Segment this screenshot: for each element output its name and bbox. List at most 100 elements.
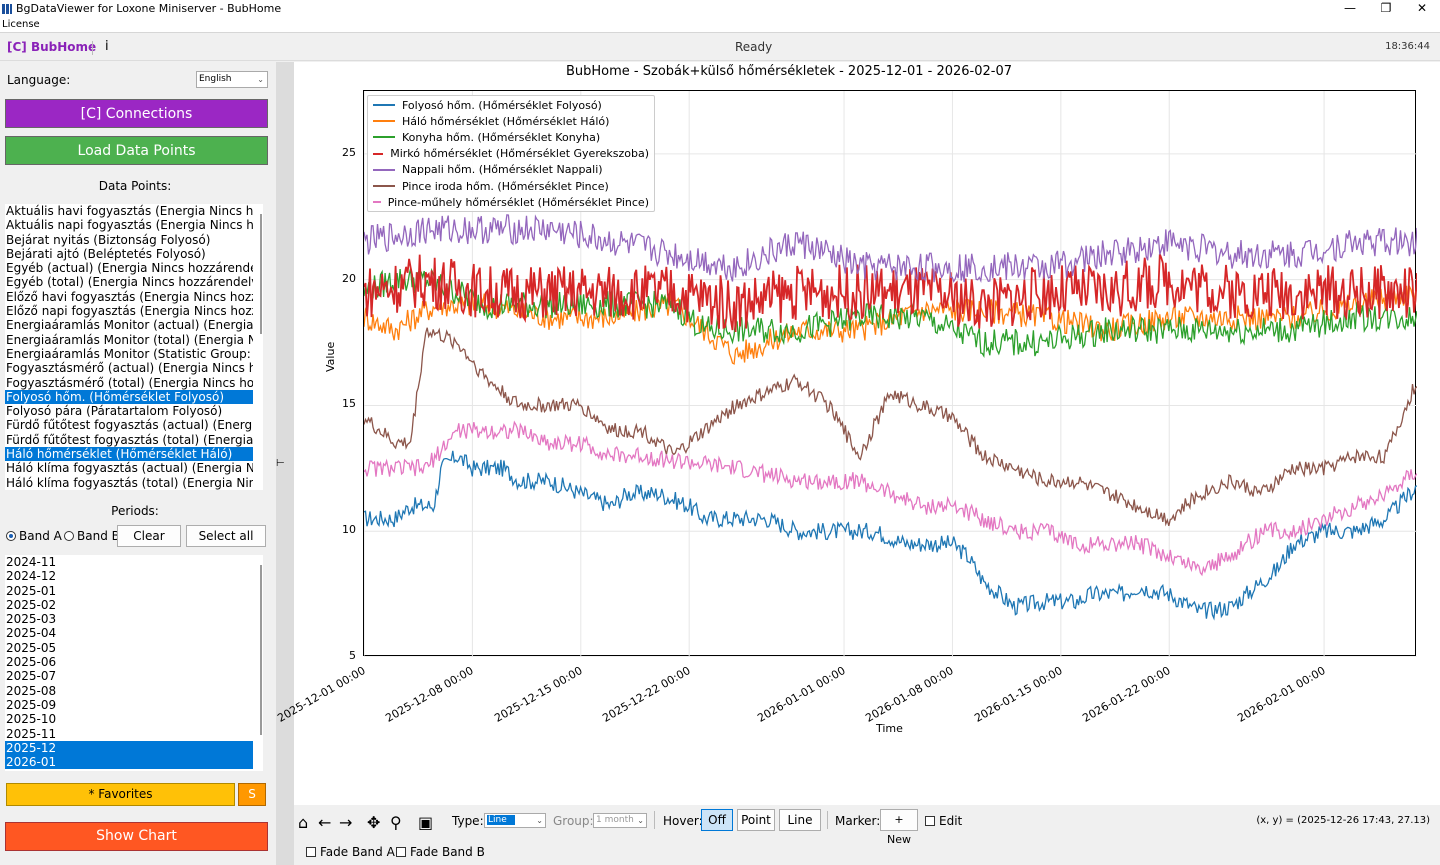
chart-area[interactable]: BubHome - Szobák+külső hőmérsékletek - 2…	[275, 62, 1440, 805]
select-all-button[interactable]: Select all	[186, 525, 266, 547]
y-tick-label: 15	[342, 397, 356, 411]
data-point-item[interactable]: Fürdő fűtőtest fogyasztás (total) (Energ…	[6, 432, 253, 447]
hover-point-button[interactable]: Point	[737, 809, 775, 831]
legend-swatch	[373, 168, 395, 171]
series-line	[363, 253, 1418, 333]
radio-unselected-icon	[64, 531, 74, 541]
show-chart-button[interactable]: Show Chart	[5, 822, 268, 851]
save-favorite-button[interactable]: S	[238, 783, 266, 806]
hover-off-button[interactable]: Off	[701, 809, 733, 831]
data-point-item[interactable]: Egyéb (actual) (Energia Nincs hozzárende…	[6, 261, 253, 276]
legend-entry: Háló hőmérséklet (Hőmérséklet Háló)	[373, 113, 649, 129]
favorites-button[interactable]: * Favorites	[6, 783, 235, 806]
chart-svg	[363, 91, 1418, 658]
back-arrow-icon[interactable]: ←	[318, 813, 332, 832]
period-item[interactable]: 2025-08	[6, 683, 57, 698]
forward-arrow-icon[interactable]: →	[339, 813, 353, 832]
y-tick-label: 25	[342, 145, 356, 159]
save-icon[interactable]: ▣	[418, 813, 434, 832]
menu-license[interactable]: License	[2, 19, 40, 30]
period-item[interactable]: 2025-12	[5, 740, 253, 756]
data-points-scrollbar[interactable]	[260, 214, 262, 334]
period-item[interactable]: 2025-04	[6, 626, 57, 641]
data-point-item[interactable]: Fogyasztásmérő (total) (Energia Nincs ho…	[6, 375, 253, 390]
language-select[interactable]: English ⌄	[196, 71, 268, 88]
legend-label: Nappali hőm. (Hőmérséklet Nappali)	[402, 163, 603, 177]
period-item[interactable]: 2025-02	[6, 597, 57, 612]
data-point-item[interactable]: Folyosó hőm. (Hőmérséklet Folyosó)	[5, 389, 253, 405]
period-item[interactable]: 2025-03	[6, 612, 57, 627]
series-line	[363, 214, 1418, 284]
period-item[interactable]: 2026-01	[5, 755, 253, 770]
data-point-item[interactable]: Előző havi fogyasztás (Energia Nincs hoz…	[6, 289, 253, 304]
data-point-item[interactable]: Fogyasztásmérő (actual) (Energia Nincs h…	[6, 361, 253, 376]
clear-button[interactable]: Clear	[117, 525, 181, 547]
periods-list[interactable]: 2024-11 2024-12 2025-01 2025-02 2025-03 2025-…	[5, 555, 263, 771]
fade-band-a-checkbox[interactable]: Fade Band A	[306, 845, 395, 859]
period-item[interactable]: 2024-12	[6, 569, 57, 584]
x-tick-label: 2025-12-22 00:00	[600, 664, 693, 725]
data-point-item[interactable]: Aktuális napi fogyasztás (Energia Nincs …	[6, 218, 253, 233]
clock: 18:36:44	[1385, 41, 1430, 52]
maximize-button[interactable]: ❐	[1380, 1, 1392, 15]
title-bar: BgDataViewer for Loxone Miniserver - Bub…	[0, 0, 1440, 17]
band-b-radio[interactable]: Band B	[64, 529, 120, 543]
fade-band-b-checkbox[interactable]: Fade Band B	[396, 845, 485, 859]
data-point-item[interactable]: Háló klíma fogyasztás (actual) (Energia …	[6, 461, 253, 476]
checkbox-icon	[396, 847, 406, 857]
zoom-icon[interactable]: ⚲	[390, 813, 402, 832]
hover-line-button[interactable]: Line	[779, 809, 821, 831]
period-item[interactable]: 2025-09	[6, 697, 57, 712]
data-point-item[interactable]: Háló hőmérséklet (Hőmérséklet Háló)	[5, 447, 253, 462]
band-a-radio[interactable]: Band A	[6, 529, 62, 543]
checkbox-icon	[925, 816, 935, 826]
periods-scrollbar[interactable]	[260, 565, 262, 735]
status-text: Ready	[735, 40, 773, 54]
chevron-down-icon: ⌄	[637, 816, 644, 825]
data-point-item[interactable]: Energiaáramlás Monitor (total) (Energia …	[6, 332, 253, 347]
panel-splitter[interactable]: ⊢	[276, 62, 294, 865]
type-select[interactable]: Line ⌄	[484, 813, 546, 828]
band-b-label: Band B	[77, 529, 120, 543]
home-icon[interactable]: ⌂	[298, 813, 309, 832]
data-point-item[interactable]: Folyosó pára (Páratartalom Folyosó)	[6, 404, 223, 419]
period-item[interactable]: 2025-10	[6, 712, 57, 727]
data-points-list[interactable]: Aktuális havi fogyasztás (Energia Nincs …	[5, 204, 263, 490]
brand-label[interactable]: [C] BubHome	[7, 40, 97, 54]
data-point-item[interactable]: Egyéb (total) (Energia Nincs hozzárendel…	[6, 275, 253, 290]
period-item[interactable]: 2024-11	[6, 555, 57, 569]
connections-button[interactable]: [C] Connections	[5, 99, 268, 128]
data-point-item[interactable]: Energiaáramlás Monitor (Statistic Group:…	[6, 346, 253, 361]
close-button[interactable]: ✕	[1416, 1, 1428, 15]
splitter-grip-icon: ⊢	[276, 458, 285, 469]
minimize-button[interactable]: —	[1344, 1, 1356, 15]
load-data-points-button[interactable]: Load Data Points	[5, 136, 268, 165]
y-tick-label: 5	[349, 649, 356, 662]
period-item[interactable]: 2025-01	[6, 583, 57, 598]
data-point-item[interactable]: Bejárat nyitás (Biztonság Folyosó)	[6, 232, 211, 247]
period-item[interactable]: 2025-07	[6, 669, 57, 684]
legend-label: Pince-műhely hőmérséklet (Hőmérséklet Pi…	[387, 195, 649, 209]
data-point-item[interactable]: Energiaáramlás Monitor (actual) (Energia…	[6, 318, 253, 333]
period-item[interactable]: 2025-06	[6, 655, 57, 670]
marker-label: Marker:	[835, 814, 881, 828]
edit-checkbox[interactable]: Edit	[925, 814, 962, 828]
period-item[interactable]: 2025-11	[6, 726, 57, 741]
x-tick-label: 2026-01-01 00:00	[755, 664, 848, 725]
period-item[interactable]: 2025-05	[6, 640, 57, 655]
data-point-item[interactable]: Bejárati ajtó (Beléptetés Folyosó)	[6, 246, 206, 261]
plot-area[interactable]	[363, 90, 1418, 658]
legend-swatch	[373, 136, 395, 139]
data-point-item[interactable]: Fürdő fűtőtest fogyasztás (actual) (Ener…	[6, 418, 253, 433]
x-tick-label: 2026-01-15 00:00	[971, 664, 1065, 725]
x-tick-label: 2026-01-08 00:00	[863, 664, 956, 725]
window-title: BgDataViewer for Loxone Miniserver - Bub…	[16, 2, 282, 15]
data-point-item[interactable]: Háló klíma fogyasztás (total) (Energia N…	[6, 475, 253, 490]
pan-icon[interactable]: ✥	[367, 813, 381, 832]
data-point-item[interactable]: Aktuális havi fogyasztás (Energia Nincs …	[6, 204, 253, 218]
info-button[interactable]: i	[105, 39, 109, 54]
group-select[interactable]: 1 month ⌄	[593, 813, 647, 828]
new-marker-button[interactable]: + New	[880, 809, 918, 846]
data-point-item[interactable]: Előző napi fogyasztás (Energia Nincs hoz…	[6, 304, 253, 319]
legend-label: Pince iroda hőm. (Hőmérséklet Pince)	[402, 179, 609, 193]
